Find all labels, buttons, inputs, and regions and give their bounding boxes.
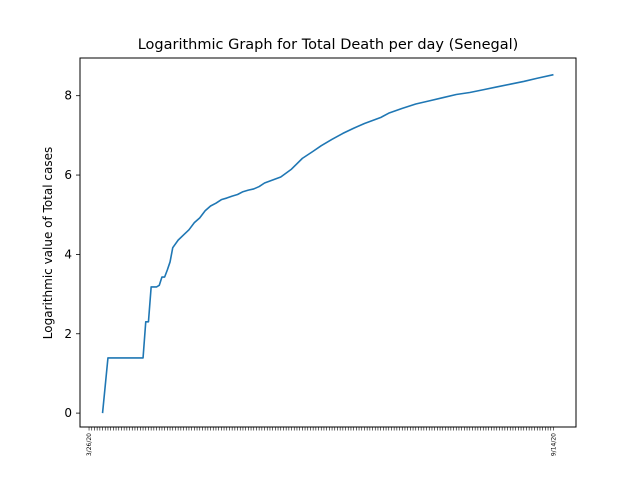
- y-tick-label: 8: [64, 89, 72, 103]
- series-line: [101, 73, 554, 414]
- y-tick-label: 0: [64, 406, 72, 420]
- plot-area-frame: [79, 57, 577, 428]
- y-axis-label: Logarithmic value of Total cases: [41, 147, 55, 339]
- y-tick-label: 2: [64, 327, 72, 341]
- x-tick-label: 3/26/20: [86, 433, 93, 456]
- y-tick-label: 6: [64, 168, 72, 182]
- x-tick-label: 9/14/20: [550, 433, 557, 456]
- y-tick-label: 4: [64, 247, 72, 261]
- chart-title: Logarithmic Graph for Total Death per da…: [138, 37, 519, 53]
